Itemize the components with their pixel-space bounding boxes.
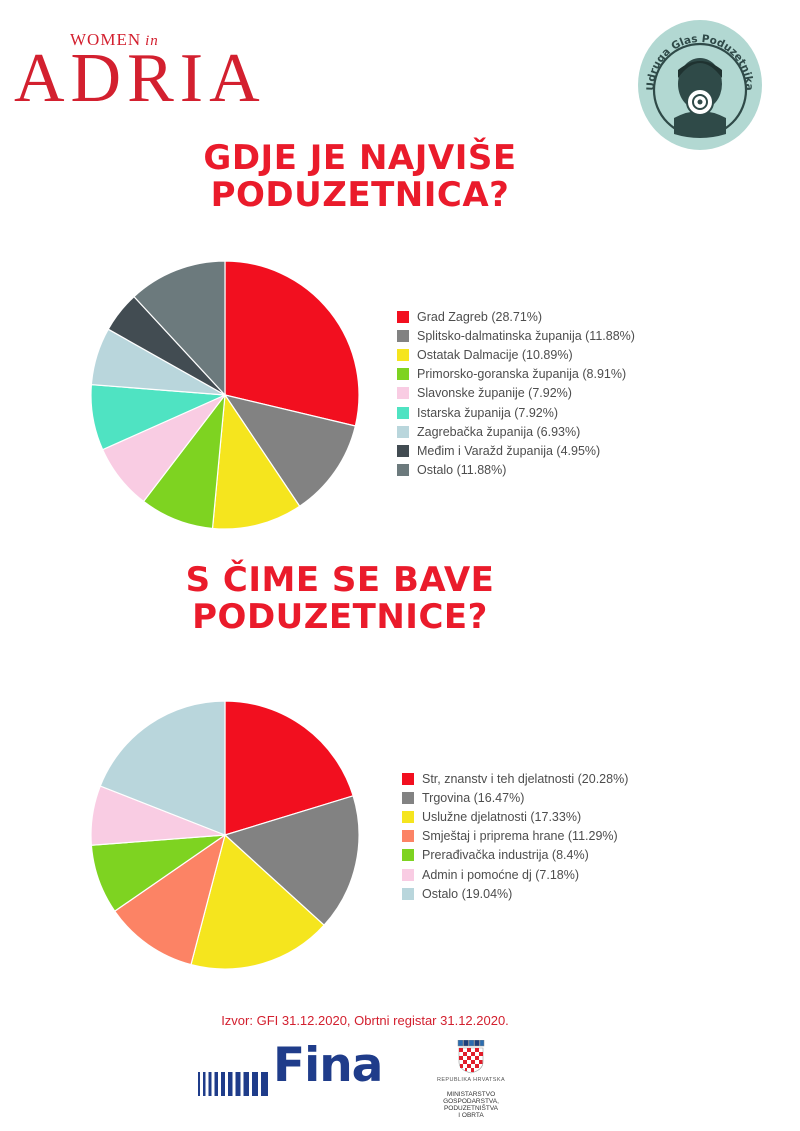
legend-label: Ostatak Dalmacije (10.89%) xyxy=(417,347,573,362)
udruga-glas-poduzetnika-badge: Udruga Glas Poduzetnika xyxy=(638,20,762,150)
legend-item: Splitsko-dalmatinska županija (11.88%) xyxy=(397,326,635,345)
legend-label: Uslužne djelatnosti (17.33%) xyxy=(422,809,582,824)
legend-swatch xyxy=(402,849,414,862)
pie-slice-2 xyxy=(223,394,357,508)
legend-item: Zagrebačka županija (6.93%) xyxy=(397,422,635,441)
legend-swatch xyxy=(397,387,409,400)
legend-swatch xyxy=(402,830,414,843)
legend-label: Slavonske županije (7.92%) xyxy=(417,386,572,401)
legend-swatch xyxy=(397,310,409,323)
pie-slice-7 xyxy=(99,700,226,836)
legend-item: Istarska županija (7.92%) xyxy=(397,403,635,422)
legend-label: Međim i Varažd županija (4.95%) xyxy=(417,443,601,458)
fina-logo: Fina xyxy=(273,1038,383,1093)
legend-item: Grad Zagreb (28.71%) xyxy=(397,307,635,326)
ministry-line: PODUZETNIŠTVA xyxy=(443,1105,499,1112)
republic-label: REPUBLIKA HRVATSKA xyxy=(436,1077,506,1083)
legend-item: Trgovina (16.47%) xyxy=(402,788,628,807)
legend-swatch xyxy=(402,810,414,823)
megaphone-person-icon xyxy=(674,58,726,138)
pie-chart-activities xyxy=(90,700,360,970)
legend-swatch xyxy=(402,791,414,804)
brand-logo-adria: ADRIA xyxy=(14,40,266,117)
legend-item: Prerađivačka industrija (8.4%) xyxy=(402,846,628,865)
legend-item: Uslužne djelatnosti (17.33%) xyxy=(402,807,628,826)
legend-item: Ostalo (11.88%) xyxy=(397,461,635,480)
legend-label: Ostalo (19.04%) xyxy=(422,886,513,901)
legend-swatch xyxy=(397,368,409,381)
source-note: Izvor: GFI 31.12.2020, Obrtni registar 3… xyxy=(221,1013,509,1028)
pie-slice-3 xyxy=(211,393,301,530)
legend-label: Zagrebačka županija (6.93%) xyxy=(417,424,581,439)
pie-slice-1 xyxy=(224,700,354,836)
legend-label: Str, znanstv i teh djelatnosti (20.28%) xyxy=(422,771,629,786)
legend-label: Ostalo (11.88%) xyxy=(417,463,507,478)
legend-item: Međim i Varažd županija (4.95%) xyxy=(397,441,635,460)
ministry-line: I OBRTA xyxy=(458,1112,484,1119)
legend-item: Slavonske županije (7.92%) xyxy=(397,384,635,403)
brand-logo-women: WOMEN in xyxy=(70,30,159,50)
legend-item: Smještaj i priprema hrane (11.29%) xyxy=(402,827,628,846)
pie-slice-2 xyxy=(223,795,360,927)
ministry-name: MINISTARSTVO GOSPODARSTVA, PODUZETNIŠTVA… xyxy=(416,1091,526,1119)
legend-label: Smještaj i priprema hrane (11.29%) xyxy=(422,829,618,844)
ministry-line: MINISTARSTVO xyxy=(446,1091,496,1098)
croatia-coat-of-arms-icon xyxy=(457,1040,485,1074)
legend-swatch xyxy=(402,868,414,881)
brand-women-text: WOMEN xyxy=(70,30,142,49)
pie-slice-9 xyxy=(133,260,226,397)
legend-item: Ostatak Dalmacije (10.89%) xyxy=(397,345,635,364)
ministry-line: GOSPODARSTVA, xyxy=(443,1098,499,1105)
legend-swatch xyxy=(397,348,409,361)
chart1-title: GDJE JE NAJVIŠE PODUZETNICA? xyxy=(203,138,517,215)
legend-swatch xyxy=(402,887,414,900)
chart2-legend: Str, znanstv i teh djelatnosti (20.28%) T… xyxy=(402,769,628,903)
legend-label: Splitsko-dalmatinska županija (11.88%) xyxy=(417,328,635,343)
brand-in-text: in xyxy=(145,33,159,49)
legend-label: Primorsko-goranska županija (8.91%) xyxy=(417,367,627,382)
legend-swatch xyxy=(397,329,409,342)
legend-swatch xyxy=(402,772,414,785)
pie-slice-4 xyxy=(113,833,226,966)
legend-item: Admin i pomoćne dj (7.18%) xyxy=(402,865,628,884)
legend-label: Trgovina (16.47%) xyxy=(422,790,525,805)
legend-label: Admin i pomoćne dj (7.18%) xyxy=(422,867,580,882)
pie-slice-1 xyxy=(224,260,360,427)
legend-swatch xyxy=(397,444,409,457)
pie-chart-locations xyxy=(90,260,360,530)
chart1-legend: Grad Zagreb (28.71%) Splitsko-dalmatinska… xyxy=(397,307,635,480)
legend-label: Prerađivačka industrija (8.4%) xyxy=(422,848,589,863)
legend-swatch xyxy=(397,464,409,477)
legend-swatch xyxy=(397,425,409,438)
legend-label: Istarska županija (7.92%) xyxy=(417,405,559,420)
fina-logo-bars xyxy=(198,1072,268,1096)
pie-slice-3 xyxy=(190,833,325,970)
legend-label: Grad Zagreb (28.71%) xyxy=(417,309,543,324)
legend-swatch xyxy=(397,406,409,419)
legend-item: Ostalo (19.04%) xyxy=(402,884,628,903)
legend-item: Primorsko-goranska županija (8.91%) xyxy=(397,365,635,384)
chart2-title: S ČIME SE BAVE PODUZETNICE? xyxy=(185,560,495,637)
legend-item: Str, znanstv i teh djelatnosti (20.28%) xyxy=(402,769,628,788)
